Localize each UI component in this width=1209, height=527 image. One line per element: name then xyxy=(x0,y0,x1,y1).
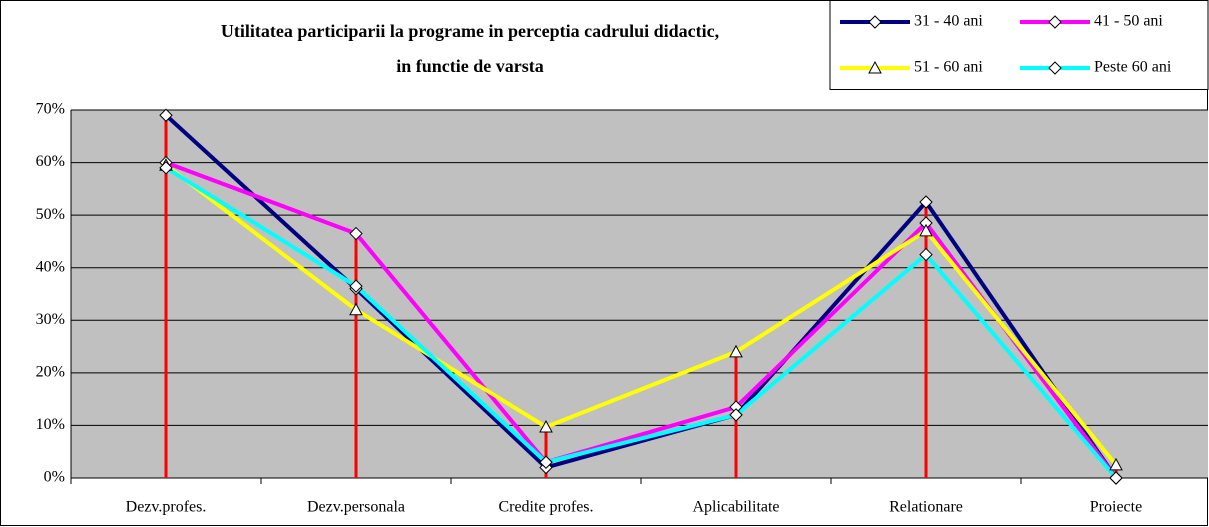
marker xyxy=(729,408,743,422)
legend-label: 41 - 50 ani xyxy=(1094,13,1163,30)
series-line xyxy=(165,160,1118,480)
series-line xyxy=(164,113,1118,480)
marker xyxy=(539,455,553,469)
marker xyxy=(919,195,933,209)
marker xyxy=(349,279,363,293)
legend-marker xyxy=(868,60,882,74)
marker xyxy=(1109,471,1123,485)
x-tick-label: Aplicabilitate xyxy=(692,499,779,516)
marker xyxy=(729,344,743,358)
y-tick-label: 0% xyxy=(44,469,65,486)
legend-label: Peste 60 ani xyxy=(1094,59,1172,76)
plot-area xyxy=(71,110,1208,478)
legend-label: 31 - 40 ani xyxy=(914,13,983,30)
legend-marker xyxy=(1048,61,1062,75)
chart-title: in functie de varsta xyxy=(396,56,544,76)
marker xyxy=(349,302,363,316)
legend-box xyxy=(829,0,1209,90)
y-tick-label: 70% xyxy=(36,101,65,118)
marker xyxy=(919,247,933,262)
y-tick-label: 60% xyxy=(36,153,65,170)
marker xyxy=(159,108,173,122)
y-tick-label: 40% xyxy=(36,258,65,275)
marker xyxy=(159,161,173,175)
y-tick-label: 50% xyxy=(36,206,65,223)
marker xyxy=(539,419,553,433)
chart-title: Utilitatea participarii la programe in p… xyxy=(221,21,719,41)
series-line xyxy=(164,163,1118,467)
marker xyxy=(919,223,933,237)
x-tick-label: Credite profes. xyxy=(498,499,593,516)
marker xyxy=(349,226,363,241)
series-line xyxy=(164,166,1118,480)
legend-marker xyxy=(1048,15,1062,29)
x-tick-label: Proiecte xyxy=(1090,499,1142,516)
x-tick-label: Dezv.personala xyxy=(307,499,405,516)
y-tick-label: 20% xyxy=(36,364,65,381)
legend-marker xyxy=(868,15,882,29)
x-tick-label: Dezv.profes. xyxy=(126,499,207,516)
y-tick-label: 10% xyxy=(36,416,65,433)
y-tick-label: 30% xyxy=(36,311,65,328)
x-tick-label: Relationare xyxy=(889,499,963,516)
legend-label: 51 - 60 ani xyxy=(914,59,983,76)
marker xyxy=(1109,457,1123,471)
